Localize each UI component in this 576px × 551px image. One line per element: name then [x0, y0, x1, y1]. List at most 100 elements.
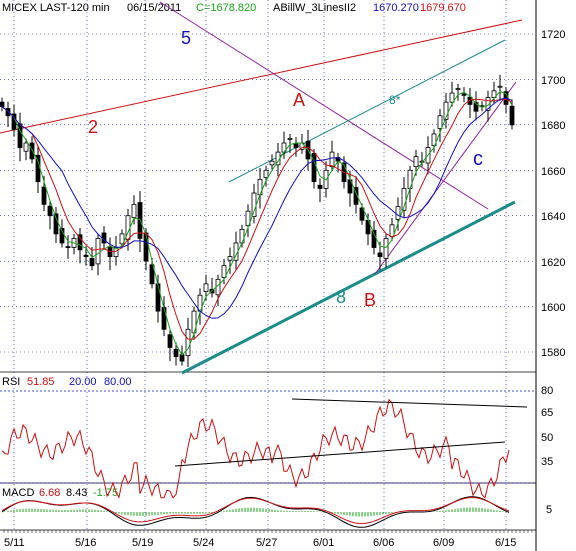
candle-down: [173, 348, 179, 357]
candle-down: [473, 102, 479, 112]
candle-up: [23, 142, 29, 152]
candle-down: [59, 228, 65, 244]
annotation-8star: 8*: [389, 93, 401, 107]
candle-down: [461, 93, 467, 96]
candle-down: [509, 105, 515, 126]
x-tick-5-27: 5/27: [256, 537, 277, 549]
candles-layer: [0, 74, 515, 367]
candle-up: [497, 85, 503, 88]
indicator-name-label: ABillW_3LinesII2: [273, 2, 357, 14]
macd-tick-5: 5: [546, 504, 552, 516]
trendline-8: [181, 200, 516, 375]
candle-down: [377, 252, 383, 257]
candle-down: [0, 101, 5, 108]
annotation-5: 5: [181, 28, 191, 48]
candle-down: [47, 205, 53, 217]
ma-fast-line: [1, 90, 513, 356]
candle-down: [155, 283, 161, 312]
macd-value-label: 6.68: [39, 487, 61, 499]
candle-down: [317, 184, 323, 189]
candle-up: [413, 156, 419, 168]
candle-up: [245, 210, 251, 227]
candle-up: [185, 328, 191, 357]
annotation-B: B: [364, 290, 376, 310]
candle-up: [491, 90, 497, 98]
candle-down: [77, 234, 83, 251]
candle-down: [65, 246, 71, 249]
x-tick-6-15: 6/15: [495, 537, 516, 549]
x-tick-6-01: 6/01: [313, 537, 334, 549]
candle-down: [29, 142, 35, 160]
x-tick-5-24: 5/24: [193, 537, 214, 549]
macd-signal-line: [1, 497, 510, 525]
rsi-tick-50: 50: [541, 432, 553, 444]
candle-up: [329, 151, 335, 168]
candle-up: [455, 88, 461, 90]
symbol-label: MICEX LAST-120 min: [2, 2, 110, 14]
macd-hist-label: -1.75: [93, 487, 119, 499]
y-tick-1580: 1580: [541, 347, 565, 359]
annotation-2: 2: [88, 117, 98, 137]
y-tick-1720: 1720: [541, 29, 565, 41]
indicator-red-value: 1679.670: [420, 2, 466, 14]
rsi-line: [1, 398, 510, 499]
candle-down: [353, 187, 359, 205]
candle-up: [239, 228, 245, 244]
overlay-lines-layer: [0, 1, 523, 375]
candle-up: [131, 203, 137, 218]
candle-down: [53, 213, 59, 235]
ma-mid-line: [1, 98, 513, 340]
channel-top-line: [228, 39, 506, 183]
x-tick-5-19: 5/19: [132, 537, 153, 549]
y-tick-1640: 1640: [541, 211, 565, 223]
candle-down: [149, 264, 155, 285]
candle-up: [227, 256, 233, 261]
macd-line: [1, 496, 510, 528]
candle-down: [167, 334, 173, 348]
rsi-tick-35: 35: [541, 456, 553, 468]
candle-up: [383, 238, 389, 259]
trendline-2: [0, 19, 523, 134]
macd-name-label: MACD: [2, 487, 35, 499]
rsi-tick-80: 80: [541, 385, 553, 397]
trendline-A: [159, 1, 489, 210]
y-axis-labels: 1720 1700 1680 1660 1640 1620 1600 1580 …: [541, 29, 565, 516]
annotation-8: 8: [336, 287, 346, 307]
ma-slow-line: [1, 97, 513, 319]
x-axis-labels: 5/11 5/16 5/19 5/24 5/27 6/01 6/06 6/09 …: [4, 537, 516, 549]
y-tick-1660: 1660: [541, 166, 565, 178]
candle-up: [221, 265, 227, 278]
grid-layer: [0, 0, 537, 551]
candle-down: [17, 123, 23, 148]
candle-down: [467, 96, 473, 105]
rsi-tick-65: 65: [541, 407, 553, 419]
candle-up: [119, 233, 125, 245]
candle-up: [269, 160, 275, 166]
candle-up: [443, 101, 449, 120]
rsi-level-high: 80.00: [104, 376, 132, 388]
candle-up: [449, 92, 455, 103]
subpanels-layer: [0, 390, 536, 528]
candle-down: [293, 143, 299, 148]
annotation-A: A: [293, 90, 305, 110]
x-tick-5-16: 5/16: [75, 537, 96, 549]
y-tick-1600: 1600: [541, 302, 565, 314]
rsi-resistance-line: [291, 398, 528, 408]
candle-up: [437, 115, 443, 129]
rsi-value-label: 51.85: [27, 376, 55, 388]
candle-down: [83, 254, 89, 257]
candle-up: [287, 138, 293, 140]
candle-up: [395, 206, 401, 220]
date-label: 06/15/2011: [127, 2, 182, 14]
candle-up: [251, 192, 257, 218]
indicator-blue-value: 1670.270: [373, 2, 419, 14]
candle-up: [95, 238, 101, 265]
candle-up: [263, 169, 269, 178]
rsi-name-label: RSI: [2, 376, 21, 388]
x-tick-5-11: 5/11: [4, 537, 25, 549]
candle-down: [143, 232, 149, 262]
candle-down: [5, 108, 11, 117]
y-tick-1700: 1700: [541, 75, 565, 87]
macd-signal-label: 8.43: [66, 487, 88, 499]
x-tick-6-06: 6/06: [373, 537, 394, 549]
